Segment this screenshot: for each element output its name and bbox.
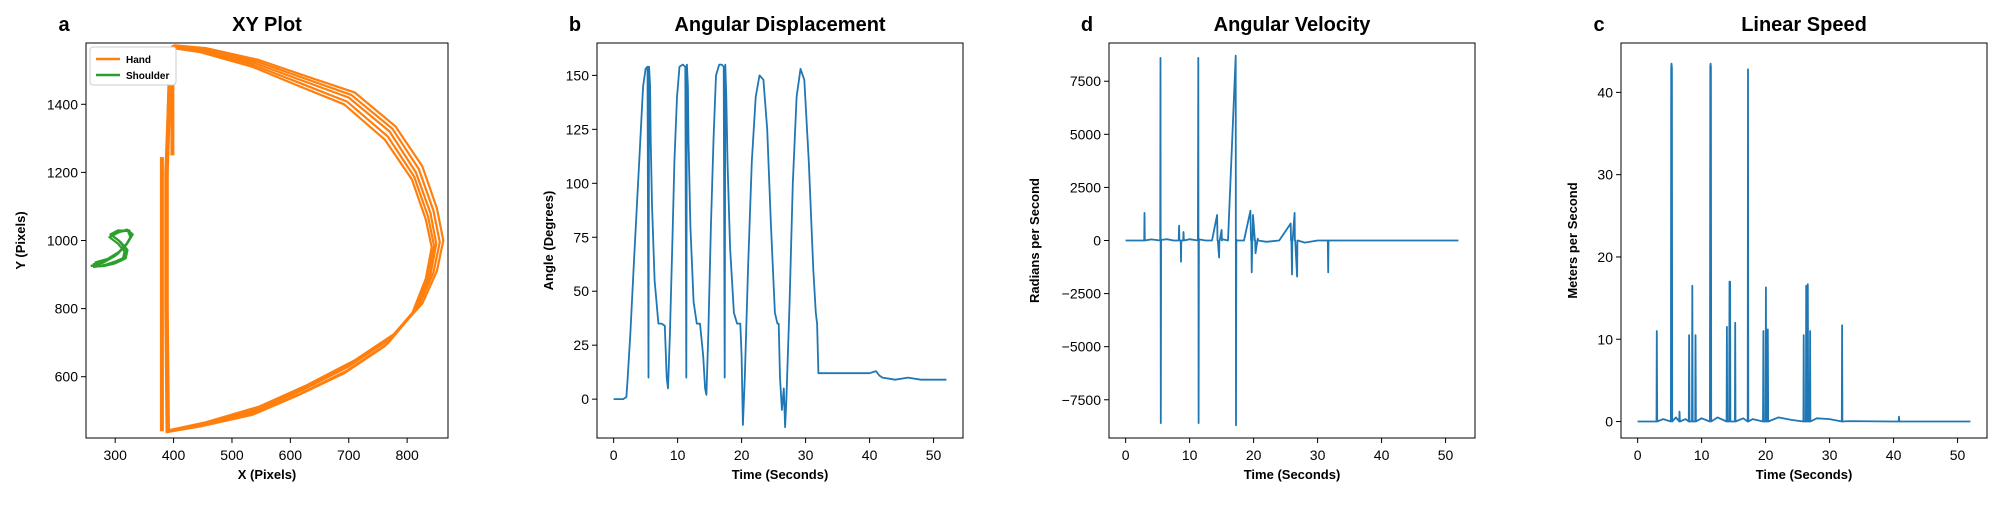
panel-letter: d — [1081, 14, 1093, 36]
x-tick-label: 50 — [1950, 447, 1966, 463]
x-tick-label: 300 — [104, 447, 128, 463]
series-hand-loop — [165, 45, 438, 433]
y-tick-label: 1400 — [47, 96, 78, 112]
y-axis-label: Angle (Degrees) — [541, 191, 556, 291]
series-hand-loop — [164, 46, 436, 433]
plot-area — [613, 63, 947, 429]
x-tick-label: 700 — [337, 447, 361, 463]
y-tick-label: 150 — [566, 67, 590, 83]
x-axis-label: Time (Seconds) — [1244, 467, 1341, 482]
y-tick-label: 25 — [573, 337, 589, 353]
axes-frame — [596, 42, 964, 439]
x-tick-label: 800 — [395, 447, 419, 463]
series-line-0 — [613, 63, 947, 429]
y-tick-label: 1200 — [47, 164, 78, 180]
y-tick-label: 40 — [1597, 84, 1613, 100]
panel-letter: c — [1593, 14, 1604, 36]
x-tick-label: 0 — [1122, 447, 1130, 463]
x-tick-label: 50 — [1438, 447, 1454, 463]
y-tick-label: 75 — [573, 229, 589, 245]
x-tick-label: 600 — [279, 447, 303, 463]
x-tick-label: 10 — [1694, 447, 1710, 463]
y-tick-label: 7500 — [1070, 73, 1101, 89]
panel-a: 300 400 500 600 700 800 600 800 1000 1200 1400 XY P… — [13, 14, 449, 482]
y-tick-label: 1000 — [47, 233, 78, 249]
plot-area — [1125, 54, 1459, 427]
y-tick-label: −7500 — [1062, 392, 1102, 408]
y-tick-label: 0 — [581, 391, 589, 407]
series-hand-loop — [166, 44, 441, 432]
y-tick-label: 2500 — [1070, 179, 1101, 195]
plot-area — [1637, 62, 1971, 423]
chart-title: Angular Velocity — [1214, 14, 1372, 36]
y-tick-label: 0 — [1093, 233, 1101, 249]
y-axis-label: Radians per Second — [1027, 178, 1042, 303]
x-tick-label: 30 — [1822, 447, 1838, 463]
x-tick-label: 20 — [1246, 447, 1262, 463]
y-tick-label: 50 — [573, 283, 589, 299]
legend-label: Hand — [126, 55, 151, 66]
legend-label: Shoulder — [126, 71, 169, 82]
x-axis-label: X (Pixels) — [238, 467, 297, 482]
x-axis-label: Time (Seconds) — [1756, 467, 1853, 482]
chart-title: Angular Displacement — [674, 14, 886, 36]
x-tick-label: 400 — [162, 447, 186, 463]
x-tick-label: 500 — [220, 447, 244, 463]
series-line-0 — [1637, 62, 1971, 423]
axes-frame — [1620, 42, 1988, 439]
y-tick-label: 10 — [1597, 331, 1613, 347]
series-hand-loop — [164, 47, 433, 434]
legend: Hand Shoulder — [89, 46, 177, 86]
y-tick-label: 800 — [55, 301, 79, 317]
x-tick-label: 0 — [610, 447, 618, 463]
axes-frame — [85, 42, 449, 439]
panel-letter: a — [58, 14, 70, 36]
y-tick-label: −2500 — [1062, 286, 1102, 302]
panel-c: 0 10 20 30 40 50 0 10 20 30 40 Linear Speed c Time (S… — [1565, 14, 1988, 482]
y-tick-label: 100 — [566, 175, 590, 191]
x-tick-label: 10 — [1182, 447, 1198, 463]
y-tick-label: 600 — [55, 369, 79, 385]
x-axis-label: Time (Seconds) — [732, 467, 829, 482]
x-tick-label: 40 — [1886, 447, 1902, 463]
x-tick-label: 30 — [1310, 447, 1326, 463]
plot-area — [90, 44, 445, 434]
panel-d: 0 10 20 30 40 50 −7500 −5000 −2500 0 2500 5000 7500 A… — [1027, 14, 1476, 482]
y-tick-label: 0 — [1605, 414, 1613, 430]
chart-title: Linear Speed — [1741, 14, 1867, 36]
x-tick-label: 20 — [734, 447, 750, 463]
y-tick-label: 5000 — [1070, 126, 1101, 142]
panel-letter: b — [569, 14, 581, 36]
series-shoulder-loop — [94, 228, 134, 268]
x-tick-label: 20 — [1758, 447, 1774, 463]
y-axis-label: Meters per Second — [1565, 182, 1580, 298]
x-tick-label: 30 — [798, 447, 814, 463]
y-tick-label: −5000 — [1062, 339, 1102, 355]
chart-title: XY Plot — [232, 14, 302, 36]
series-hand-loop — [166, 44, 445, 432]
y-axis-label: Y (Pixels) — [13, 211, 28, 269]
x-tick-label: 40 — [862, 447, 878, 463]
y-tick-label: 30 — [1597, 167, 1613, 183]
y-tick-label: 125 — [566, 121, 590, 137]
x-tick-label: 40 — [1374, 447, 1390, 463]
panel-b: 0 10 20 30 40 50 0 25 50 75 100 125 150 Angular Displ… — [541, 14, 964, 482]
x-tick-label: 0 — [1634, 447, 1642, 463]
y-tick-label: 20 — [1597, 249, 1613, 265]
x-tick-label: 10 — [670, 447, 686, 463]
series-line-0 — [1125, 54, 1459, 427]
x-tick-label: 50 — [926, 447, 942, 463]
